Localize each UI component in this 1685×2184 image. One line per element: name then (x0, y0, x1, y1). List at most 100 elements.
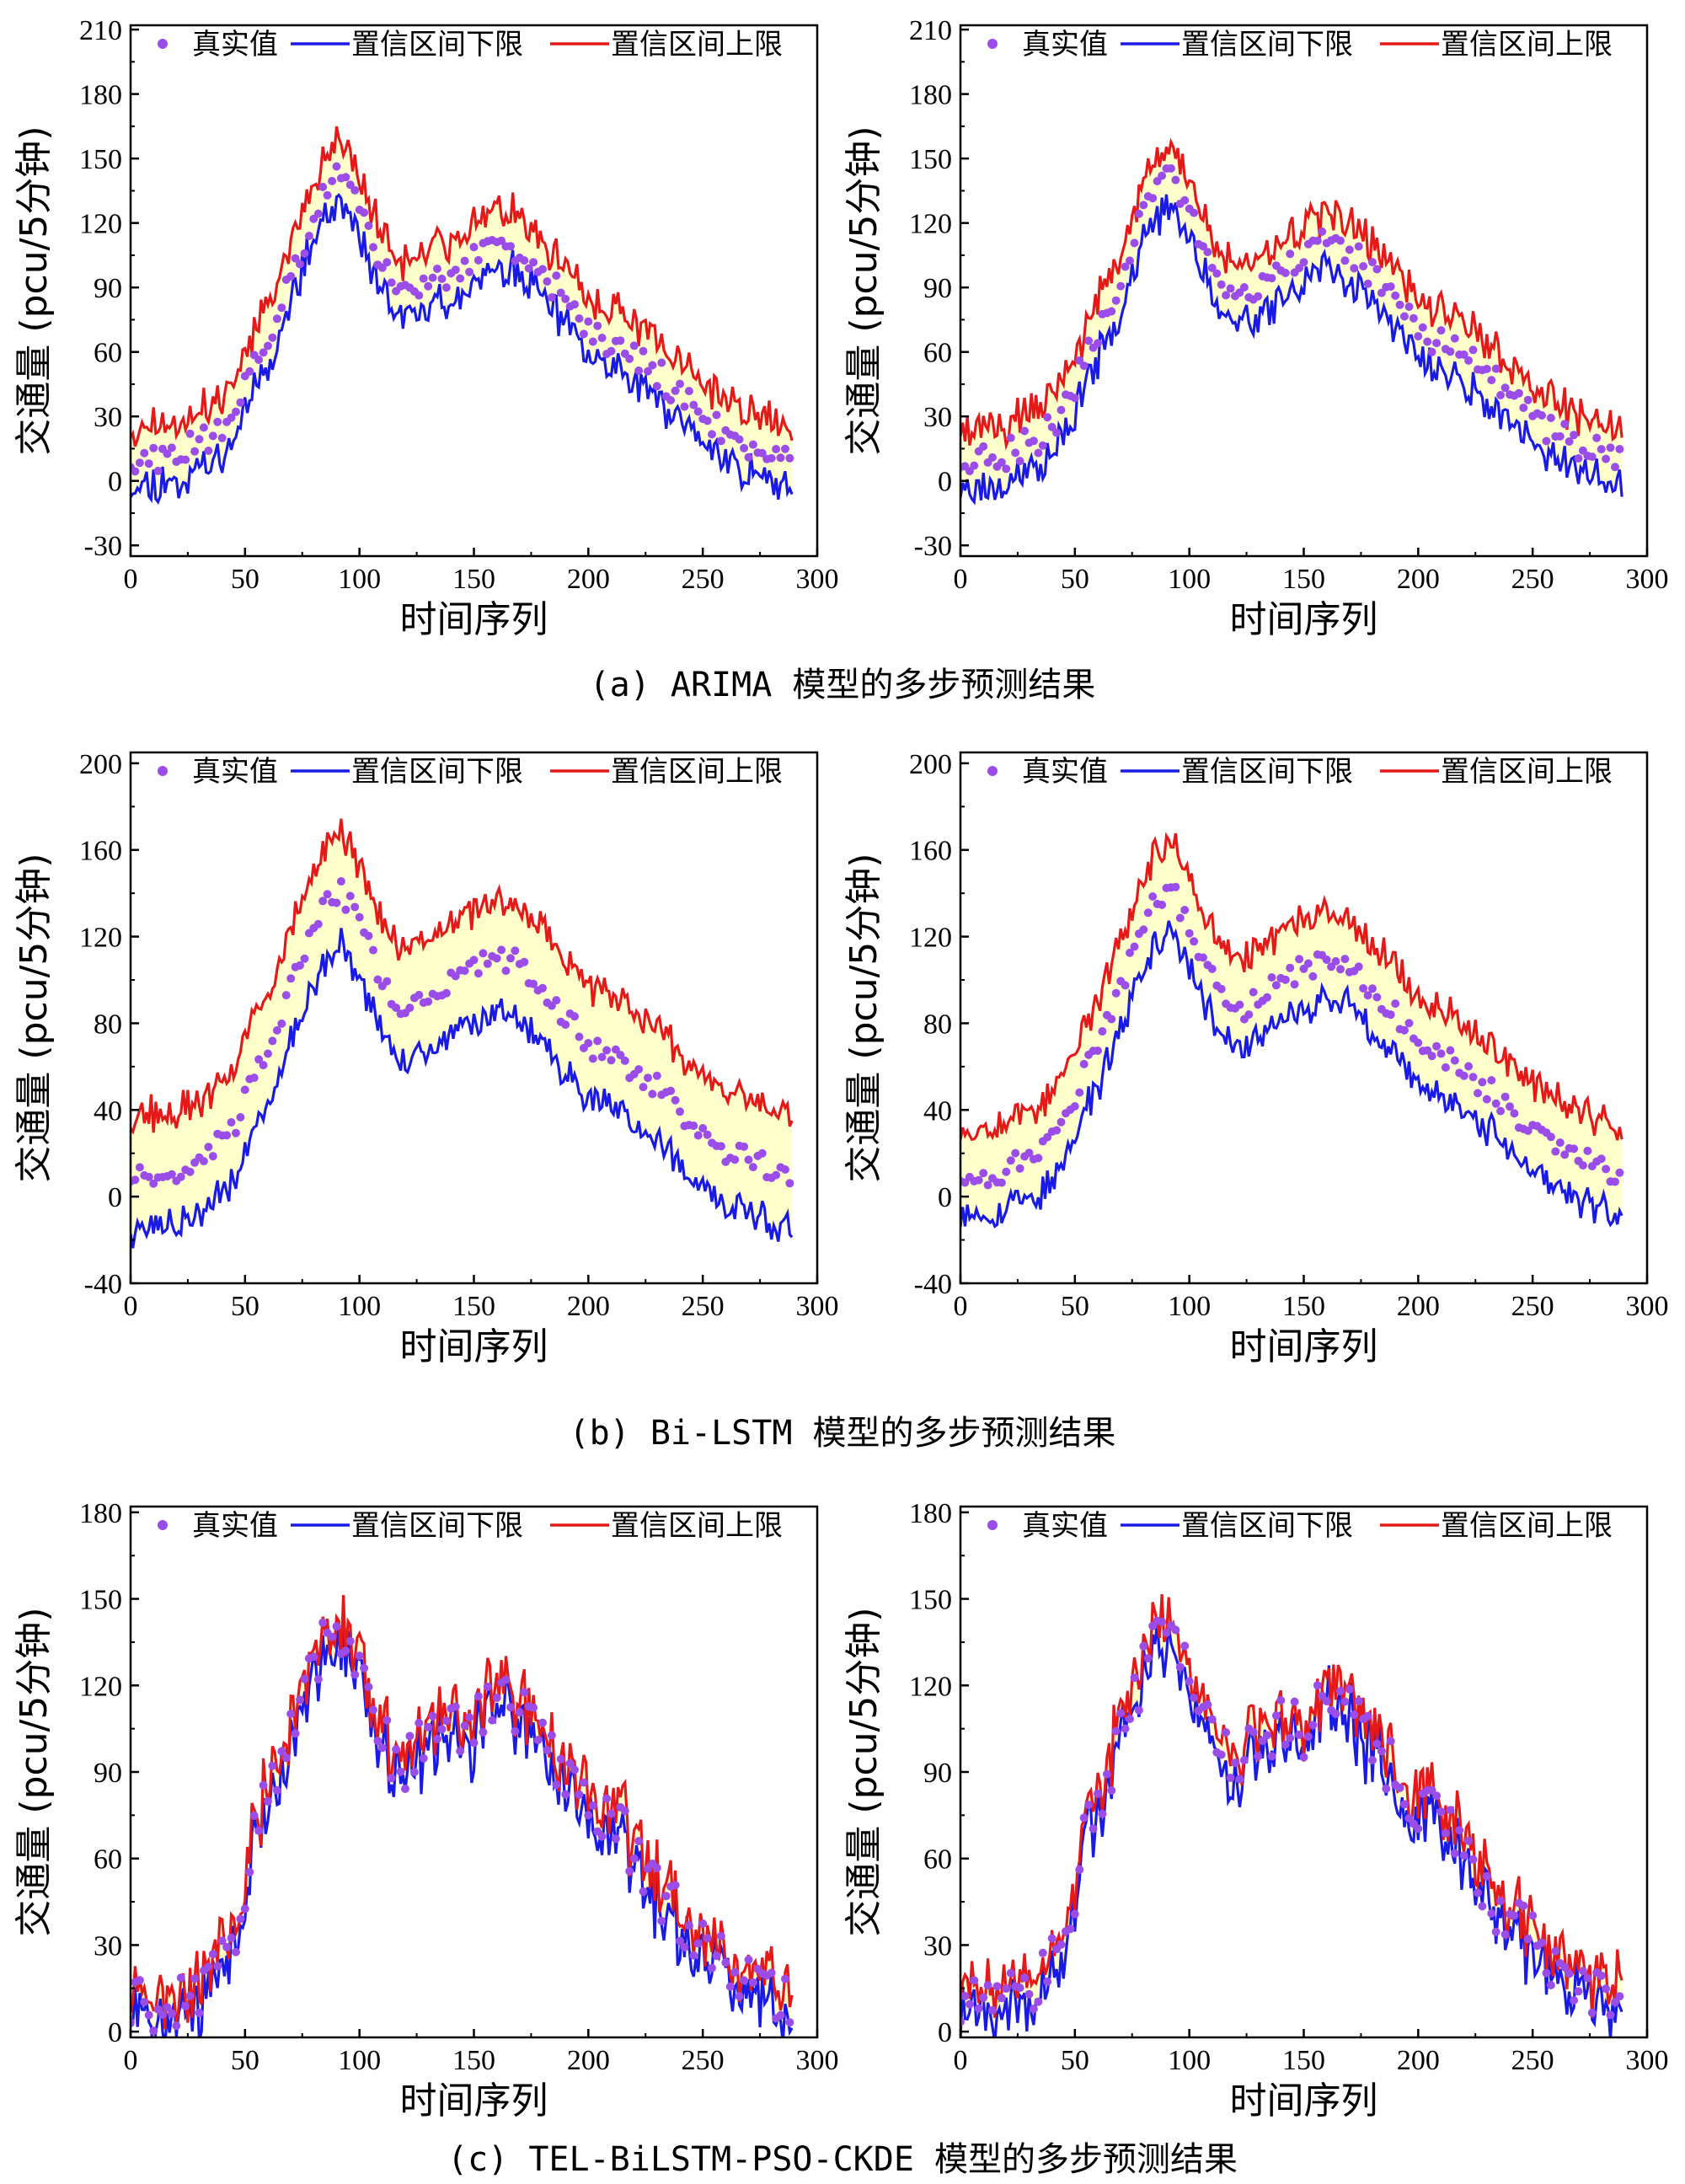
series-lower-bound (131, 928, 794, 1249)
data-point (1597, 445, 1606, 454)
data-point (144, 1172, 153, 1181)
data-point (1578, 1161, 1587, 1170)
x-tick-label: 0 (124, 564, 138, 595)
data-point (1038, 1948, 1047, 1957)
data-point (547, 1731, 556, 1740)
data-point (176, 1973, 185, 1983)
data-point (639, 1887, 648, 1896)
x-tick-label: 250 (1511, 2045, 1554, 2076)
data-point (1395, 300, 1404, 309)
chart-c-left: 0 50 100 150 200 250 300 0 30 60 90 120 150 180 时间序列 交通… (13, 1498, 839, 2122)
data-point (249, 1073, 259, 1083)
data-point (1203, 248, 1212, 257)
data-point (680, 402, 689, 411)
data-point (181, 2001, 190, 2010)
data-point (473, 1692, 483, 1701)
data-point (296, 961, 304, 970)
data-point (1079, 361, 1089, 371)
x-tick-label: 200 (567, 1291, 610, 1322)
data-point (979, 1993, 988, 2002)
y-tick-label: 80 (94, 1009, 122, 1040)
data-point (588, 1801, 597, 1810)
data-point (1574, 1987, 1583, 1996)
data-point (781, 1165, 789, 1174)
data-point (222, 1942, 232, 1951)
data-point (1075, 1088, 1084, 1097)
data-point (607, 1056, 616, 1065)
data-point (1139, 925, 1148, 934)
data-point (1404, 1813, 1414, 1823)
x-tick-label: 150 (1282, 1291, 1325, 1322)
data-point (703, 416, 712, 426)
data-point (1254, 292, 1263, 301)
data-point (1180, 195, 1190, 205)
data-point (1615, 1992, 1624, 2001)
data-point (236, 398, 245, 407)
data-point (1148, 892, 1158, 901)
data-point (1496, 391, 1506, 399)
legend-label-lower: 置信区间下限 (351, 755, 523, 789)
data-point (666, 396, 676, 404)
data-point (401, 1785, 409, 1793)
data-point (716, 1142, 725, 1151)
data-point (227, 1118, 236, 1127)
data-point (671, 1095, 680, 1105)
data-point (1611, 1998, 1619, 2007)
data-point (689, 400, 698, 410)
y-tick-label: 60 (94, 1844, 122, 1876)
data-point (1446, 1806, 1455, 1815)
data-point (441, 283, 451, 292)
data-point (433, 1734, 441, 1743)
data-point (520, 957, 529, 966)
legend-label-lower: 置信区间下限 (351, 1509, 523, 1543)
data-point (185, 1167, 195, 1176)
data-point (1002, 1984, 1011, 1994)
data-point (1395, 1783, 1404, 1792)
data-point (1560, 420, 1570, 429)
data-point (1148, 194, 1158, 203)
data-point (579, 329, 588, 339)
data-point (611, 1834, 620, 1844)
data-point (332, 162, 341, 171)
data-point (1143, 1654, 1153, 1662)
data-point (1185, 1677, 1194, 1686)
data-point (757, 1148, 767, 1158)
data-point (345, 891, 355, 901)
data-point (1464, 1062, 1474, 1071)
y-tick-label: -30 (84, 531, 122, 562)
data-point (1464, 1836, 1474, 1845)
data-point (1217, 1750, 1226, 1759)
data-point (300, 1674, 309, 1684)
data-point (1436, 1049, 1446, 1058)
data-point (1158, 900, 1167, 909)
data-point (286, 271, 296, 281)
data-point (593, 1036, 602, 1046)
legend-label-lower: 置信区间下限 (1181, 755, 1353, 789)
data-point (597, 334, 607, 342)
y-tick-label: 60 (94, 338, 122, 369)
data-point (1592, 433, 1602, 442)
x-tick-label: 100 (338, 564, 381, 595)
y-tick-label: 60 (923, 338, 952, 369)
data-point (1281, 1740, 1290, 1749)
data-point (652, 382, 661, 391)
data-point (520, 256, 529, 265)
data-point (1400, 312, 1409, 321)
data-point (543, 1746, 552, 1755)
x-tick-label: 200 (567, 2045, 610, 2076)
data-point (304, 232, 313, 240)
data-point (1043, 413, 1052, 422)
data-point (1560, 1962, 1570, 1972)
data-point (281, 1753, 291, 1763)
data-point (332, 1622, 341, 1631)
data-point (1015, 1983, 1024, 1993)
data-point (204, 1962, 213, 1972)
data-point (1570, 1144, 1579, 1154)
data-point (236, 1914, 245, 1924)
data-point (350, 1670, 360, 1679)
data-point (149, 1179, 158, 1188)
data-point (208, 1152, 217, 1161)
data-point (1611, 1177, 1619, 1186)
data-point (392, 1004, 401, 1012)
x-tick-label: 150 (452, 564, 495, 595)
